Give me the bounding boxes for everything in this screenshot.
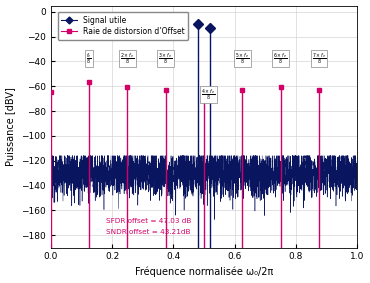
X-axis label: Fréquence normalisée ω₀/2π: Fréquence normalisée ω₀/2π xyxy=(135,267,273,277)
Text: $\frac{6 \times f_e}{8}$: $\frac{6 \times f_e}{8}$ xyxy=(273,52,288,66)
Text: $\frac{7 \times f_e}{8}$: $\frac{7 \times f_e}{8}$ xyxy=(312,52,326,66)
Text: $\frac{3 \times f_e}{8}$: $\frac{3 \times f_e}{8}$ xyxy=(158,52,173,66)
Legend: Signal utile, Raie de distorsion d’Offset: Signal utile, Raie de distorsion d’Offse… xyxy=(58,12,188,40)
Text: $\frac{4 \times f_e}{8}$: $\frac{4 \times f_e}{8}$ xyxy=(201,87,216,102)
Text: $\frac{5 \times f_e}{8}$: $\frac{5 \times f_e}{8}$ xyxy=(235,52,249,66)
Text: SNDR offset = 43.21dB: SNDR offset = 43.21dB xyxy=(106,229,191,235)
Text: $\frac{2 \times f_e}{8}$: $\frac{2 \times f_e}{8}$ xyxy=(120,52,135,66)
Text: SFDR offset = 47.03 dB: SFDR offset = 47.03 dB xyxy=(106,218,191,224)
Y-axis label: Puissance [dBV]: Puissance [dBV] xyxy=(6,87,16,166)
Text: $\frac{f_e}{8}$: $\frac{f_e}{8}$ xyxy=(86,52,92,66)
